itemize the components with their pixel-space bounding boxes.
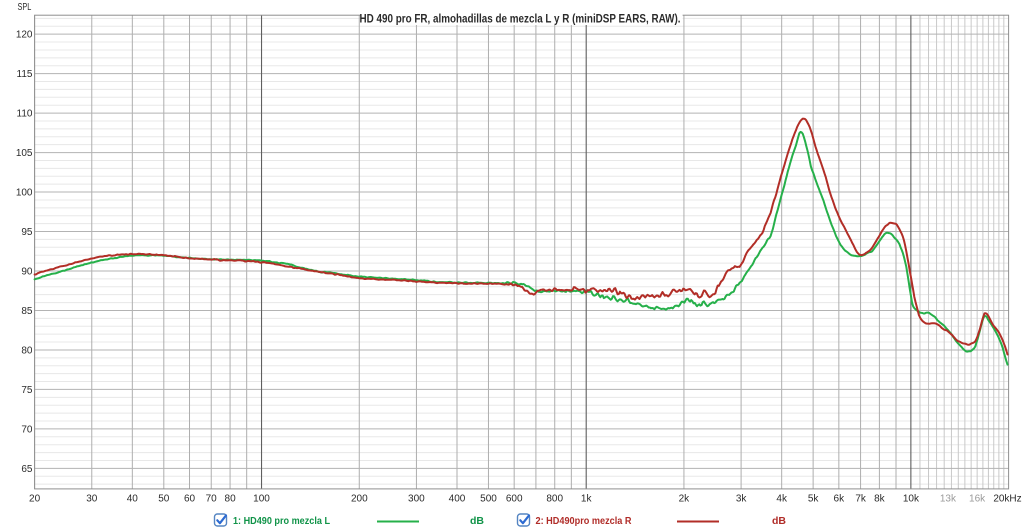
svg-text:60: 60 — [184, 494, 196, 505]
svg-text:80: 80 — [225, 494, 237, 505]
svg-text:70: 70 — [206, 494, 218, 505]
svg-text:75: 75 — [21, 385, 33, 396]
svg-text:115: 115 — [17, 69, 33, 80]
svg-text:20: 20 — [29, 494, 41, 505]
svg-text:2k: 2k — [679, 494, 691, 505]
svg-text:6k: 6k — [834, 494, 846, 505]
svg-text:110: 110 — [17, 109, 33, 120]
svg-text:50: 50 — [158, 494, 170, 505]
svg-text:20kHz: 20kHz — [993, 494, 1021, 505]
svg-text:70: 70 — [21, 425, 33, 436]
svg-text:40: 40 — [127, 494, 139, 505]
svg-text:800: 800 — [546, 494, 563, 505]
svg-text:300: 300 — [408, 494, 425, 505]
svg-text:7k: 7k — [855, 494, 867, 505]
svg-text:105: 105 — [16, 148, 33, 159]
svg-text:95: 95 — [21, 227, 33, 238]
svg-text:HD 490 pro FR, almohadillas de: HD 490 pro FR, almohadillas de mezcla L … — [360, 12, 681, 26]
svg-text:200: 200 — [351, 494, 368, 505]
svg-text:3k: 3k — [736, 494, 748, 505]
svg-text:dB: dB — [772, 515, 786, 527]
svg-text:85: 85 — [21, 306, 33, 317]
svg-text:1: HD490 pro mezcla L: 1: HD490 pro mezcla L — [233, 515, 331, 527]
svg-text:2: HD490pro mezcla R: 2: HD490pro mezcla R — [536, 515, 632, 527]
svg-text:dB: dB — [470, 515, 484, 527]
svg-text:10k: 10k — [903, 494, 920, 505]
svg-text:400: 400 — [449, 494, 466, 505]
svg-text:5k: 5k — [808, 494, 820, 505]
svg-text:1k: 1k — [581, 494, 593, 505]
svg-text:16k: 16k — [969, 494, 986, 505]
svg-text:120: 120 — [16, 30, 33, 41]
svg-text:80: 80 — [21, 346, 33, 357]
svg-text:13k: 13k — [940, 494, 957, 505]
svg-text:65: 65 — [21, 464, 33, 475]
svg-text:600: 600 — [506, 494, 523, 505]
svg-text:8k: 8k — [874, 494, 886, 505]
svg-text:90: 90 — [21, 267, 33, 278]
svg-text:4k: 4k — [776, 494, 788, 505]
svg-text:100: 100 — [16, 188, 33, 199]
svg-text:SPL: SPL — [18, 2, 32, 13]
svg-text:100: 100 — [253, 494, 270, 505]
svg-text:30: 30 — [86, 494, 98, 505]
svg-text:500: 500 — [480, 494, 497, 505]
